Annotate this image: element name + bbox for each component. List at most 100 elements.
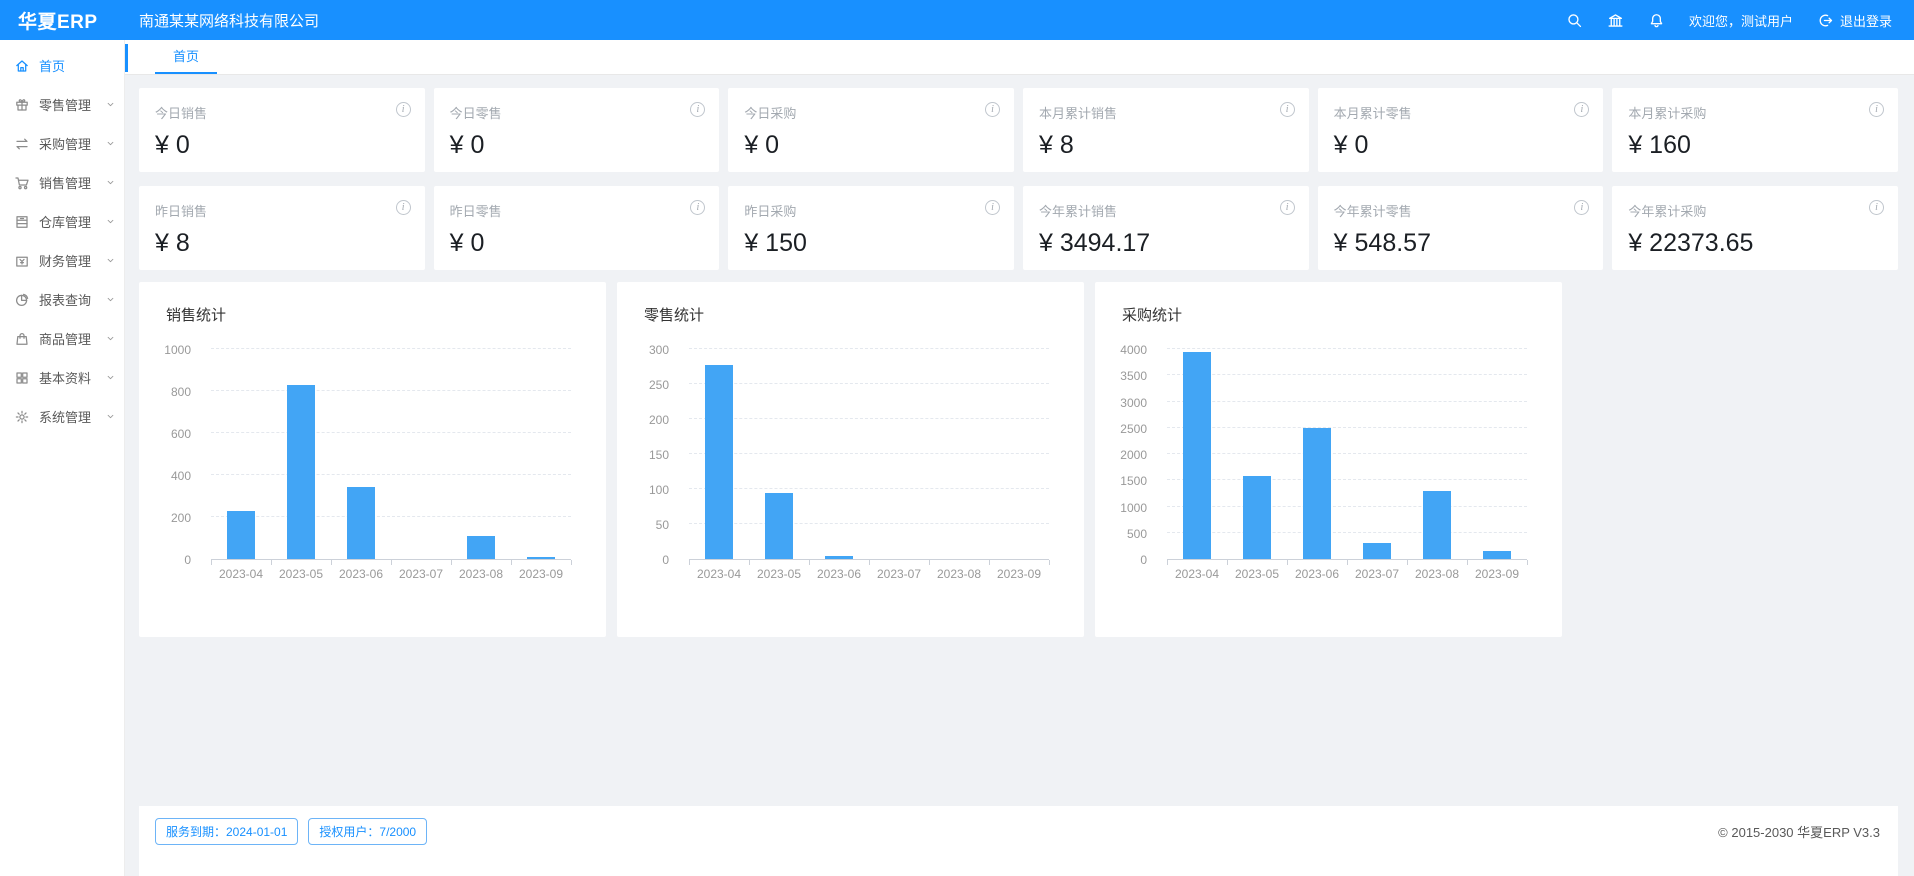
info-icon[interactable]: i (984, 102, 1000, 117)
gridline (689, 453, 1049, 454)
search-icon[interactable] (1566, 12, 1583, 29)
copyright-text: © 2015-2030 华夏ERP V3.3 (1718, 825, 1880, 840)
gridline (1167, 348, 1527, 349)
info-icon[interactable]: i (984, 200, 1000, 215)
bar-2023-04 (1183, 351, 1211, 559)
sidebar-item-basic[interactable]: 基本资料 (0, 358, 124, 397)
x-tick-label: 2023-06 (816, 567, 862, 581)
y-tick-label: 200 (648, 413, 669, 427)
sidebar-item-label: 销售管理 (39, 176, 92, 191)
home-icon (14, 58, 30, 74)
bar-2023-08 (1423, 490, 1451, 559)
chevron-down-icon (105, 99, 116, 110)
x-axis-tick (1467, 560, 1468, 565)
stat-card: 本月累计零售 i ¥ 0 (1317, 88, 1604, 172)
stat-card: 昨日销售 i ¥ 8 (139, 186, 425, 270)
sidebar-item-label: 基本资料 (39, 371, 92, 386)
info-icon[interactable]: i (690, 102, 706, 117)
sidebar-item-label: 系统管理 (39, 410, 92, 425)
info-icon[interactable]: i (1574, 200, 1590, 215)
gridline (211, 516, 571, 517)
bell-icon[interactable] (1648, 12, 1665, 29)
chart-title: 销售统计 (166, 307, 227, 324)
x-axis-tick (1049, 560, 1050, 565)
info-icon[interactable]: i (1574, 102, 1590, 117)
sidebar-item-report[interactable]: 报表查询 (0, 280, 124, 319)
stat-card-value: ¥ 22373.65 (1628, 229, 1754, 257)
logout-button[interactable]: 退出登录 (1817, 11, 1892, 30)
sidebar-item-purchase[interactable]: 采购管理 (0, 124, 124, 163)
cart-icon (14, 175, 30, 191)
info-icon[interactable]: i (1279, 200, 1295, 215)
status-badge-authorized-users: 授权用户：7/2000 (308, 818, 428, 845)
stat-card-value: ¥ 0 (155, 131, 190, 159)
sidebar-item-home[interactable]: 首页 (0, 46, 124, 85)
footer-badges: 服务到期：2024-01-01 授权用户：7/2000 (155, 818, 437, 845)
sidebar-item-goods[interactable]: 商品管理 (0, 319, 124, 358)
x-tick-label: 2023-08 (458, 567, 504, 581)
y-tick-label: 50 (655, 518, 669, 532)
gridline (689, 383, 1049, 384)
sidebar-item-sales[interactable]: 销售管理 (0, 163, 124, 202)
stat-card-value: ¥ 160 (1628, 131, 1691, 159)
chevron-down-icon (105, 294, 116, 305)
x-axis-tick (1347, 560, 1348, 565)
pie-icon (14, 292, 30, 308)
bar-2023-06 (347, 486, 375, 559)
x-tick-label: 2023-05 (278, 567, 324, 581)
chart-title: 零售统计 (644, 307, 705, 324)
x-axis-tick (451, 560, 452, 565)
sidebar-item-retail[interactable]: 零售管理 (0, 85, 124, 124)
grid-icon (14, 370, 30, 386)
info-icon[interactable]: i (395, 200, 411, 215)
y-tick-label: 3000 (1120, 395, 1147, 410)
x-tick-label: 2023-08 (1414, 567, 1460, 581)
wallet-icon (14, 253, 30, 269)
info-icon[interactable]: i (395, 102, 411, 117)
chart-plot-area (1167, 348, 1528, 565)
company-name: 南通某某网络科技有限公司 (139, 12, 320, 30)
stat-card: 本月累计销售 i ¥ 8 (1022, 88, 1309, 172)
y-tick-label: 100 (648, 483, 669, 497)
bank-icon[interactable] (1607, 12, 1624, 29)
x-tick-label: 2023-07 (1354, 567, 1400, 581)
info-icon[interactable]: i (1279, 102, 1295, 117)
y-tick-label: 150 (648, 448, 669, 462)
y-tick-label: 400 (170, 469, 191, 483)
info-icon[interactable]: i (1868, 102, 1884, 117)
stat-card-label: 昨日零售 (449, 204, 502, 219)
logout-icon (1817, 12, 1834, 29)
sidebar-item-label: 财务管理 (39, 254, 92, 269)
logout-label: 退出登录 (1839, 13, 1892, 29)
sidebar-item-label: 报表查询 (39, 293, 92, 308)
info-icon[interactable]: i (690, 200, 706, 215)
stat-card-value: ¥ 8 (155, 229, 190, 257)
y-tick-label: 600 (170, 427, 191, 441)
stat-cards-grid: 今日销售 i ¥ 0 今日零售 i ¥ 0 今日采购 i ¥ 0 本月累计销售 i ¥ 8 本月累计零售… (139, 88, 1898, 270)
tab-home[interactable]: 首页 (155, 38, 218, 74)
sidebar-item-warehouse[interactable]: 仓库管理 (0, 202, 124, 241)
x-axis-tick (571, 560, 572, 565)
y-tick-label: 0 (184, 553, 191, 567)
stat-card-value: ¥ 0 (744, 131, 780, 159)
info-icon[interactable]: i (1868, 200, 1884, 215)
stat-card-label: 今日零售 (449, 106, 502, 121)
chevron-down-icon (105, 177, 116, 188)
stat-card-value: ¥ 0 (449, 229, 485, 257)
x-axis-tick (511, 560, 512, 565)
x-axis-tick (869, 560, 870, 565)
sidebar-item-finance[interactable]: 财务管理 (0, 241, 124, 280)
gridline (689, 488, 1049, 489)
gridline (689, 348, 1049, 349)
y-tick-label: 250 (648, 378, 669, 392)
x-axis-tick (1407, 560, 1408, 565)
sidebar-item-system[interactable]: 系统管理 (0, 397, 124, 436)
chevron-down-icon (105, 216, 116, 227)
stat-card-label: 昨日销售 (155, 204, 208, 219)
sidebar-item-label: 仓库管理 (39, 215, 92, 230)
x-axis-tick (271, 560, 272, 565)
bar-2023-06 (825, 555, 853, 559)
x-tick-label: 2023-07 (876, 567, 922, 581)
x-axis-tick (1227, 560, 1228, 565)
x-axis-tick (1527, 560, 1528, 565)
